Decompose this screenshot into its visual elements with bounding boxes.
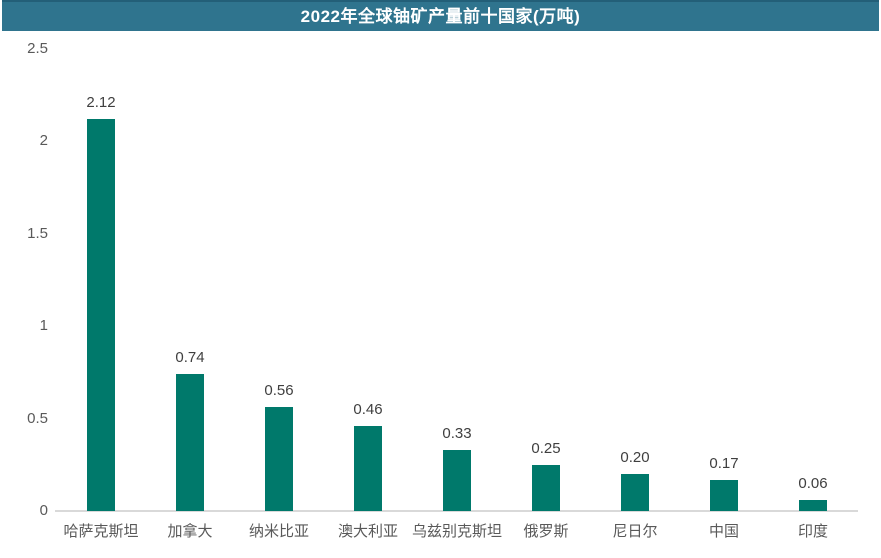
bar-value-label: 0.20: [620, 449, 650, 466]
y-axis-tick-label: 2: [39, 132, 48, 149]
bar: [799, 500, 827, 511]
bar: [710, 480, 738, 511]
y-axis-tick-label: 2.5: [27, 39, 48, 57]
bar: [532, 465, 560, 511]
x-axis-category-label: 加拿大: [167, 523, 213, 540]
y-axis-tick-label: 0: [39, 502, 48, 519]
x-axis-category-label: 尼日尔: [612, 523, 658, 540]
bar: [176, 374, 204, 511]
bar: [621, 474, 649, 511]
y-axis-tick-label: 1: [39, 317, 48, 334]
bar: [87, 119, 115, 511]
bar-value-label: 0.46: [353, 401, 383, 418]
y-axis-tick-label: 1.5: [27, 224, 48, 242]
bar-value-label: 0.06: [798, 475, 828, 492]
bar-value-label: 0.33: [442, 425, 472, 442]
bar-value-label: 0.74: [175, 349, 205, 366]
x-axis-category-label: 乌兹别克斯坦: [411, 523, 502, 540]
bar-value-label: 2.12: [86, 94, 116, 111]
x-axis-category-label: 俄罗斯: [523, 523, 569, 540]
x-axis-line: [55, 510, 858, 512]
x-axis-category-label: 纳米比亚: [248, 523, 309, 540]
bar-value-label: 0.56: [264, 382, 294, 399]
bar: [265, 407, 293, 511]
bar: [354, 426, 382, 511]
x-axis-category-label: 澳大利亚: [337, 523, 398, 540]
plot-area: 0 0.5 1 1.5 2 2.5 2.12 哈萨克斯坦 0.74 加拿大 0.56 纳米比亚 0.46…: [0, 31, 881, 558]
x-axis-category-label: 印度: [797, 523, 828, 540]
x-axis-category-label: 哈萨克斯坦: [63, 523, 139, 540]
x-axis-category-label: 中国: [708, 523, 739, 540]
chart-title: 2022年全球铀矿产量前十国家(万吨): [2, 0, 879, 31]
bar-value-label: 0.25: [531, 440, 561, 457]
y-axis-tick-label: 0.5: [27, 409, 48, 427]
bar-value-label: 0.17: [709, 455, 739, 472]
bar: [443, 450, 471, 511]
